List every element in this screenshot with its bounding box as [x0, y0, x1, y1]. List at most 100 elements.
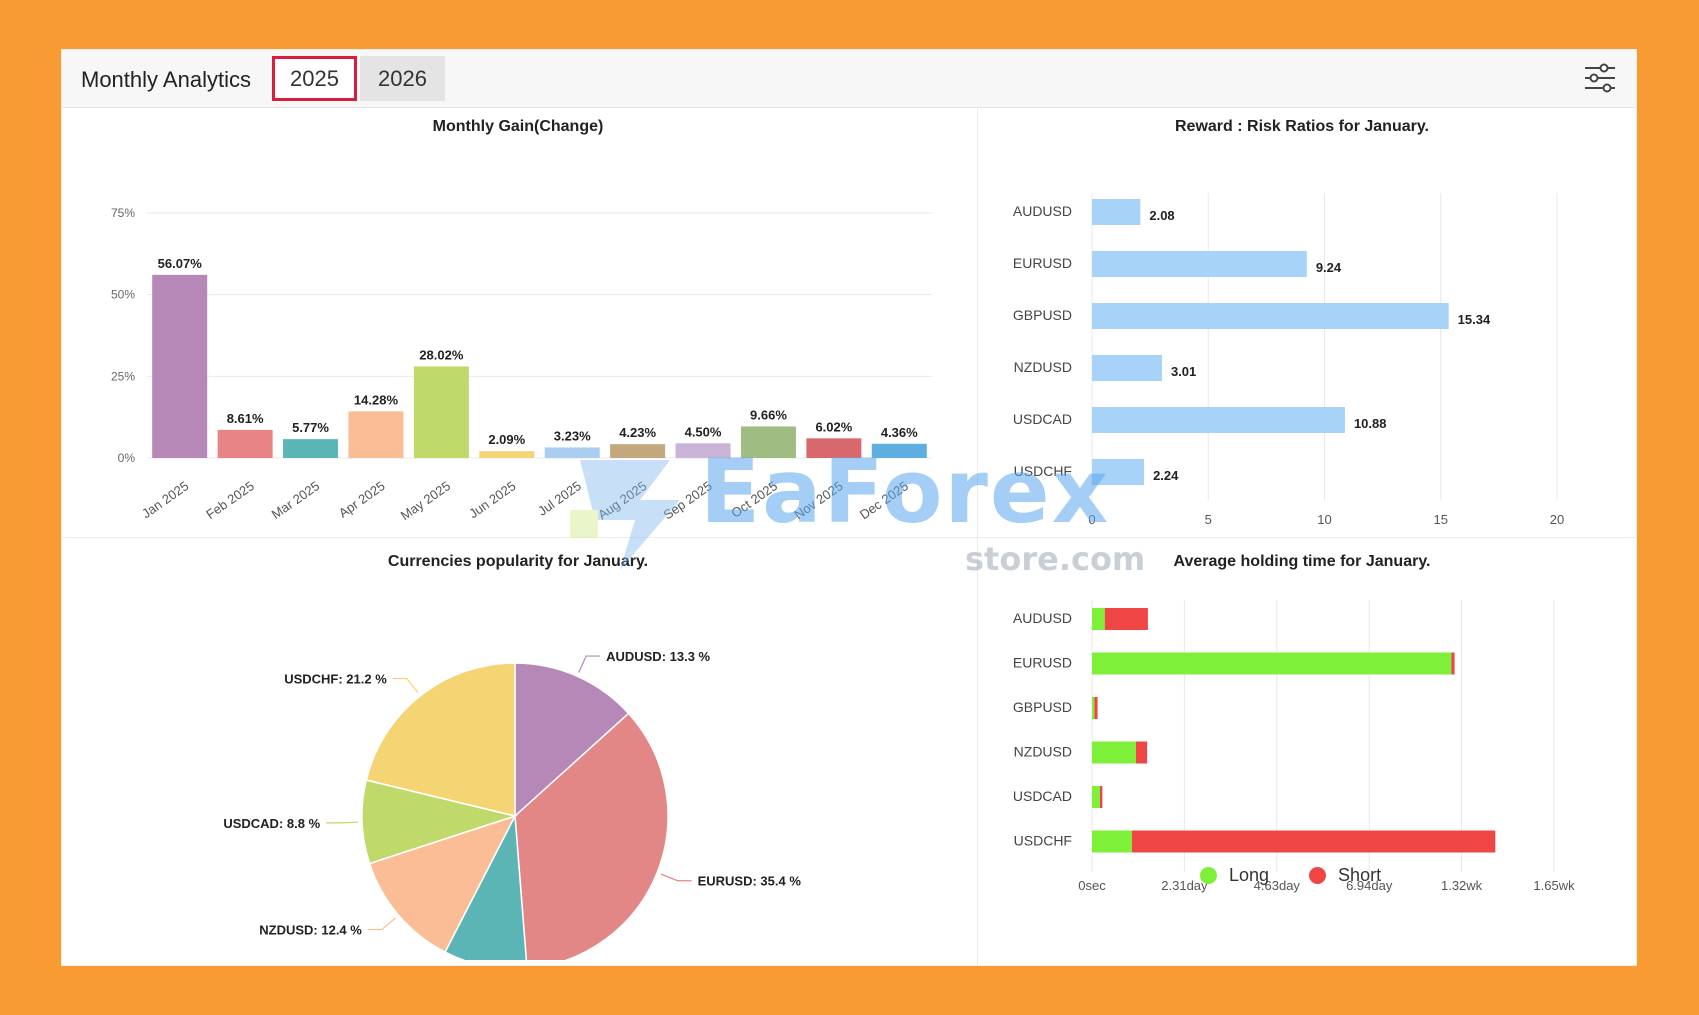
pie-connector	[367, 917, 396, 931]
bar-long-audusd	[1092, 608, 1105, 630]
y-category-label: USDCHF	[1014, 833, 1072, 849]
bar-short-nzdusd	[1135, 741, 1148, 764]
x-tick-label: 4.63day	[1254, 878, 1301, 893]
y-category-label: GBPUSD	[1013, 699, 1072, 715]
bar-sep-2025	[675, 443, 731, 458]
bar-audusd	[1092, 199, 1141, 225]
bar-value-label: 5.77%	[292, 420, 329, 435]
tab-2026[interactable]: 2026	[360, 56, 445, 101]
bar-eurusd	[1092, 251, 1307, 277]
x-tick-label: 0	[1088, 512, 1095, 527]
x-tick-label: 5	[1205, 512, 1212, 527]
pie-slice-usdchf	[365, 662, 516, 817]
bar-short-usdchf	[1131, 830, 1496, 853]
x-tick-label: 15	[1434, 512, 1448, 527]
y-category-label: EURUSD	[1013, 255, 1072, 271]
pie-slice-eurusd	[514, 712, 669, 960]
x-tick-label: May 2025	[398, 478, 453, 523]
x-tick-label: Jul 2025	[535, 478, 584, 518]
bar-value-label: 2.08	[1149, 208, 1174, 223]
bar-value-label: 4.50%	[685, 424, 722, 439]
long-dot-icon	[1200, 867, 1217, 884]
legend-item-long[interactable]: Long	[1200, 865, 1269, 886]
x-tick-label: 6.94day	[1346, 878, 1393, 893]
settings-button[interactable]	[1582, 60, 1618, 96]
bar-aug-2025	[610, 444, 666, 458]
bar-value-label: 3.23%	[554, 428, 591, 443]
legend-item-short[interactable]: Short	[1309, 865, 1381, 886]
bar-value-label: 9.24	[1316, 260, 1342, 275]
x-tick-label: 2.31day	[1161, 878, 1208, 893]
bar-value-label: 14.28%	[354, 392, 399, 407]
bar-long-gbpusd	[1092, 697, 1095, 719]
horizontal-divider	[62, 537, 1636, 538]
holding-time-title: Average holding time for January.	[1173, 553, 1431, 570]
bar-dec-2025	[871, 443, 927, 458]
bar-long-usdcad	[1092, 786, 1100, 808]
x-tick-label: 10	[1317, 512, 1331, 527]
bar-value-label: 10.88	[1354, 416, 1387, 431]
bar-jul-2025	[544, 447, 600, 458]
bar-value-label: 4.36%	[881, 425, 918, 440]
bar-value-label: 2.24	[1153, 468, 1179, 483]
bar-usdcad	[1092, 407, 1345, 433]
y-category-label: NZDUSD	[1014, 359, 1072, 375]
analytics-panel: Monthly Analytics 2025 2026 Monthly Gain…	[62, 50, 1636, 965]
tab-2025[interactable]: 2025	[272, 56, 357, 101]
bar-mar-2025	[283, 439, 339, 458]
bar-may-2025	[413, 366, 469, 458]
x-tick-label: 0sec	[1078, 878, 1106, 893]
bar-value-label: 6.02%	[815, 419, 852, 434]
x-tick-label: Mar 2025	[269, 478, 323, 522]
x-tick-label: Jun 2025	[466, 478, 518, 521]
holding-time-legend: Long Short	[1200, 865, 1381, 886]
bar-short-eurusd	[1451, 652, 1455, 675]
pie-slice-nzdusd	[368, 814, 517, 954]
x-tick-label: Jan 2025	[139, 478, 191, 521]
bar-apr-2025	[348, 411, 404, 458]
x-tick-label: Dec 2025	[857, 478, 911, 522]
y-category-label: EURUSD	[1013, 655, 1072, 671]
pie-slice-label: USDCAD: 8.8 %	[223, 816, 320, 831]
bar-value-label: 56.07%	[158, 256, 203, 271]
bar-long-usdchf	[1092, 830, 1132, 853]
bar-short-gbpusd	[1094, 697, 1098, 719]
pie-slice-label: NZDUSD: 12.4 %	[259, 923, 362, 938]
bar-value-label: 3.01	[1171, 364, 1196, 379]
panel-title: Monthly Analytics	[81, 67, 251, 92]
bar-value-label: 2.09%	[488, 432, 525, 447]
holding-time-chart: 0sec 2.31day 4.63day 6.94day 1.32wk 1.65wk AUD…	[1013, 600, 1575, 893]
bar-value-label: 28.02%	[419, 347, 464, 362]
x-tick-label: Feb 2025	[203, 478, 257, 522]
bar-nov-2025	[806, 438, 862, 458]
bar-jun-2025	[479, 451, 535, 458]
bar-feb-2025	[217, 429, 273, 458]
vertical-divider	[977, 107, 978, 965]
y-tick-label: 0%	[118, 451, 136, 465]
y-category-label: USDCHF	[1014, 463, 1072, 479]
y-category-label: AUDUSD	[1013, 610, 1072, 626]
bar-oct-2025	[740, 426, 796, 458]
sliders-icon	[1585, 63, 1615, 93]
y-tick-label: 25%	[111, 369, 135, 383]
y-category-label: AUDUSD	[1013, 203, 1072, 219]
monthly-gain-title: Monthly Gain(Change)	[432, 118, 604, 135]
bar-short-usdcad	[1099, 786, 1103, 808]
panel-header: Monthly Analytics 2025 2026	[62, 50, 1636, 108]
bar-long-eurusd	[1092, 652, 1452, 675]
y-tick-label: 75%	[111, 206, 135, 220]
pie-slice-gbpusd	[444, 813, 528, 960]
x-tick-label: Oct 2025	[728, 478, 780, 521]
y-category-label: USDCAD	[1013, 411, 1072, 427]
pie-connector	[326, 821, 359, 824]
pie-slice-usdcad	[361, 779, 518, 865]
y-category-label: NZDUSD	[1014, 744, 1072, 760]
reward-risk-title: Reward : Risk Ratios for January.	[1175, 118, 1429, 135]
pie-slice-audusd	[514, 662, 630, 818]
x-tick-label: Sep 2025	[661, 478, 715, 522]
x-tick-label: Nov 2025	[791, 478, 845, 522]
pie-slice-label: EURUSD: 35.4 %	[698, 874, 802, 889]
x-tick-label: Aug 2025	[595, 478, 649, 522]
bar-value-label: 8.61%	[227, 411, 264, 426]
reward-risk-chart: 0 5 10 15 20 AUDUSD 2.08 EURUSD 9.24 GBPUSD 15.34 N…	[1013, 193, 1564, 527]
